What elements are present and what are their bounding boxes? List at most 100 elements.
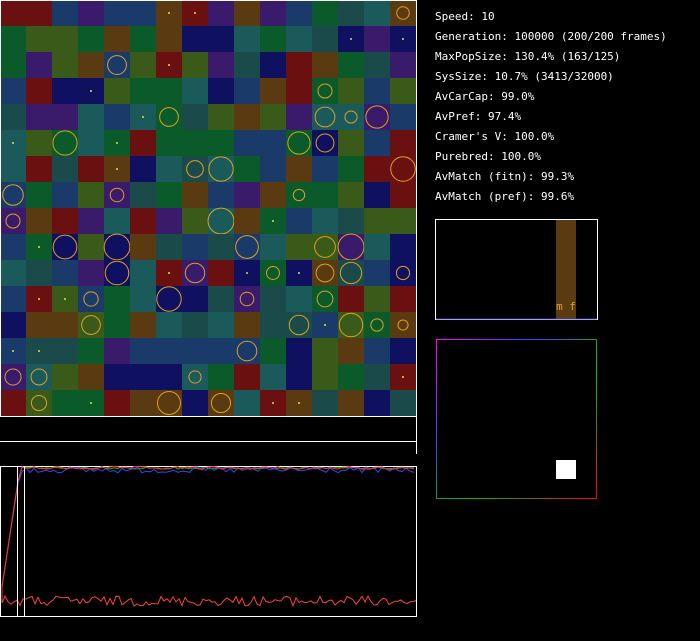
cell (104, 338, 130, 364)
stat-line: AvMatch (pref): 99.6% (435, 190, 574, 203)
cell (286, 104, 312, 130)
organism (235, 235, 259, 259)
cell (364, 78, 390, 104)
cell (182, 182, 208, 208)
cell (78, 338, 104, 364)
cell (182, 286, 208, 312)
organism (142, 116, 144, 118)
cell (26, 0, 52, 26)
cell (234, 390, 260, 416)
organism (338, 312, 364, 338)
cell (390, 156, 416, 182)
cell (260, 364, 286, 390)
cell (78, 208, 104, 234)
cell (390, 286, 416, 312)
cell (364, 182, 390, 208)
organism (12, 142, 14, 144)
cell (234, 182, 260, 208)
organism (337, 233, 365, 261)
stat-line: AvPref: 97.4% (435, 110, 521, 123)
cell (26, 182, 52, 208)
organism (104, 260, 130, 286)
cell (52, 208, 78, 234)
cell (312, 26, 338, 52)
cell (130, 260, 156, 286)
organism (246, 272, 248, 274)
cell (260, 52, 286, 78)
cell (234, 104, 260, 130)
cell (104, 78, 130, 104)
cell (156, 208, 182, 234)
cell (260, 26, 286, 52)
cell (390, 78, 416, 104)
cell (52, 156, 78, 182)
cell (104, 26, 130, 52)
cell (364, 208, 390, 234)
cell (130, 338, 156, 364)
organism (38, 246, 40, 248)
cell (156, 390, 182, 416)
organism (350, 38, 352, 40)
organism (288, 314, 310, 336)
cell (208, 130, 234, 156)
organism (103, 233, 131, 261)
cell (156, 156, 182, 182)
cell (208, 156, 234, 182)
cell (390, 130, 416, 156)
cell (78, 130, 104, 156)
cell (182, 390, 208, 416)
cell (104, 104, 130, 130)
cell (364, 312, 390, 338)
organism (109, 187, 125, 203)
organism (239, 291, 255, 307)
cell (52, 364, 78, 390)
cell (286, 0, 312, 26)
organism (184, 262, 206, 284)
cell (104, 234, 130, 260)
cell (52, 26, 78, 52)
histogram-bar (556, 220, 576, 319)
cell (286, 52, 312, 78)
cell (208, 26, 234, 52)
cell (312, 234, 338, 260)
cell (104, 312, 130, 338)
cell (234, 26, 260, 52)
cell (208, 260, 234, 286)
cell (260, 182, 286, 208)
cell (0, 234, 26, 260)
cell (234, 338, 260, 364)
cell (260, 78, 286, 104)
organism (402, 38, 404, 40)
cell (0, 312, 26, 338)
cell (78, 26, 104, 52)
cell (78, 52, 104, 78)
cell (130, 208, 156, 234)
organism (168, 64, 170, 66)
cell (52, 312, 78, 338)
cell (234, 0, 260, 26)
cell (260, 234, 286, 260)
organism (397, 319, 409, 331)
cell (286, 156, 312, 182)
cell (312, 338, 338, 364)
cell (26, 78, 52, 104)
cell (52, 338, 78, 364)
cell (390, 208, 416, 234)
cell (182, 104, 208, 130)
cell (260, 338, 286, 364)
cell (0, 208, 26, 234)
cell (338, 286, 364, 312)
cell (312, 182, 338, 208)
organism (83, 291, 99, 307)
organism (81, 315, 101, 335)
preference-marker (556, 460, 576, 479)
cell (26, 364, 52, 390)
cell (26, 156, 52, 182)
cell (364, 26, 390, 52)
cell (52, 234, 78, 260)
cell (130, 156, 156, 182)
cell (364, 156, 390, 182)
cell (182, 26, 208, 52)
cell (234, 286, 260, 312)
cell (0, 0, 26, 26)
